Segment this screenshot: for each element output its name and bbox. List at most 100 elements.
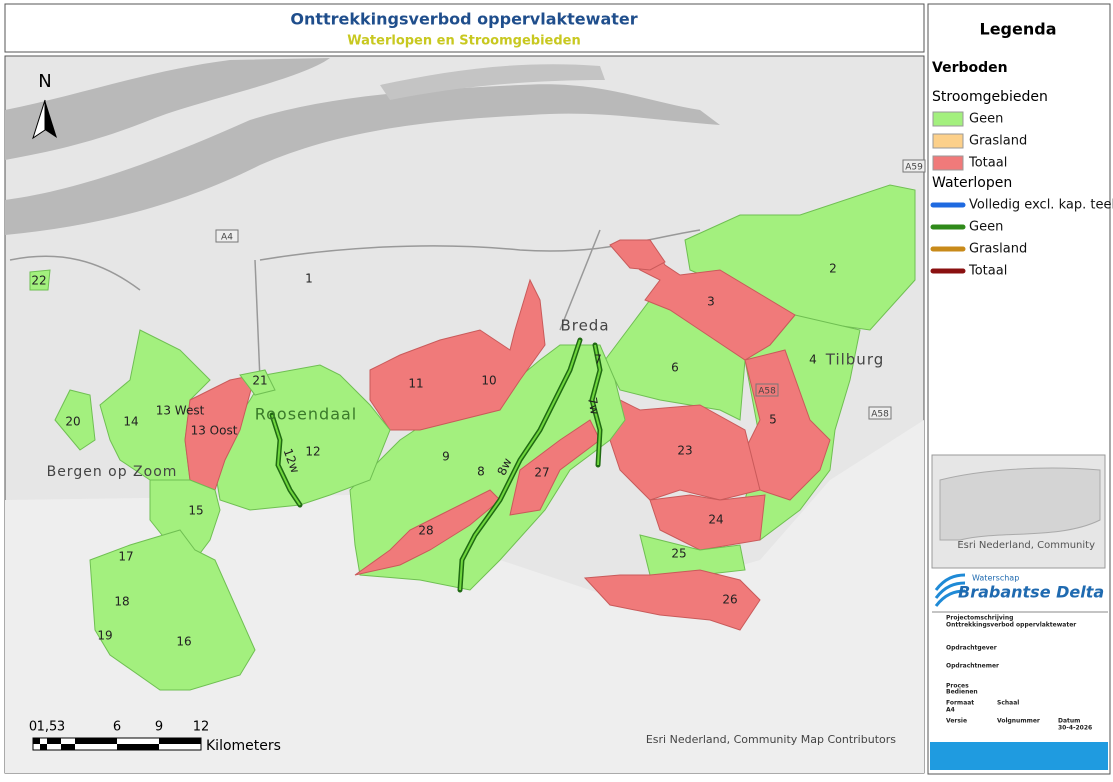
legend-patch xyxy=(932,155,964,171)
attribution: Esri Nederland, Community Map Contributo… xyxy=(646,733,896,746)
legend-item: Totaal xyxy=(968,156,1007,171)
road xyxy=(9,229,701,381)
north-arrow xyxy=(45,100,57,138)
legend-group: Stroomgebieden xyxy=(932,89,1048,105)
header-box xyxy=(4,3,925,53)
area xyxy=(29,269,51,291)
scale-label: 0 xyxy=(29,720,37,735)
area-label: 3 xyxy=(707,295,715,309)
area-label: 16 xyxy=(176,635,191,649)
info-label: Projectomschrijving xyxy=(946,615,1013,622)
scale-block xyxy=(159,738,201,744)
area xyxy=(583,569,761,631)
area xyxy=(354,489,501,576)
scale-block xyxy=(75,738,117,744)
waterway-label: 7w xyxy=(585,396,602,416)
area-label: 1 xyxy=(305,272,313,286)
place-label: Breda xyxy=(560,317,609,335)
area-label: 21 xyxy=(252,374,267,388)
road-label: A58 xyxy=(871,410,889,420)
scale-label: 1,5 xyxy=(37,720,58,735)
legend-item: Geen xyxy=(969,112,1003,127)
place-label: Tilburg xyxy=(825,351,885,369)
area-label: 8 xyxy=(477,465,485,479)
area-label: 4 xyxy=(809,353,817,367)
place-label: Bergen op Zoom xyxy=(47,464,178,480)
info-label: Versie xyxy=(946,718,967,725)
info-label: Volgnummer xyxy=(997,718,1040,725)
scale-block xyxy=(117,744,159,750)
area xyxy=(609,239,666,271)
scale-label: 3 xyxy=(57,720,65,735)
area-label: 13 West xyxy=(156,404,205,418)
area xyxy=(369,278,546,431)
subtitle: Waterlopen en Stroomgebieden xyxy=(347,34,580,49)
info-label: Schaal xyxy=(997,700,1019,707)
scale-label: 9 xyxy=(155,720,163,735)
legend-item: Grasland xyxy=(969,242,1027,257)
area-label: 11 xyxy=(408,377,423,391)
area-label: 25 xyxy=(671,547,686,561)
logo-name: Brabantse Delta xyxy=(958,583,1104,602)
area-label: 17 xyxy=(118,550,133,564)
place-label: Roosendaal xyxy=(255,405,358,424)
inset-region xyxy=(939,467,1101,541)
area-label: 7 xyxy=(594,353,602,367)
scale-block xyxy=(33,738,40,744)
scale-block xyxy=(40,744,47,750)
waterways-inner xyxy=(271,339,602,591)
river xyxy=(5,58,330,160)
legend-item: Totaal xyxy=(968,264,1007,279)
legend-title: Legenda xyxy=(980,20,1057,39)
area-label: 9 xyxy=(442,450,450,464)
road-label: A4 xyxy=(221,233,233,243)
info-label: Opdrachtgever xyxy=(946,645,997,652)
waterway-label: 8w xyxy=(495,456,515,478)
scale-block xyxy=(47,738,61,744)
legend-patch xyxy=(932,111,964,127)
area xyxy=(613,239,796,361)
legend-heading: Verboden xyxy=(932,60,1008,76)
area-label: 19 xyxy=(97,629,112,643)
south-area xyxy=(5,420,924,773)
footer-bar xyxy=(930,742,1108,770)
area-label: 26 xyxy=(722,593,737,607)
info-value: 30-4-2026 xyxy=(1058,725,1092,732)
info-label: Proces xyxy=(946,683,969,690)
area-label: 15 xyxy=(188,504,203,518)
area-label: 13 Oost xyxy=(191,424,238,438)
area xyxy=(184,374,256,491)
area-label: 20 xyxy=(65,415,80,429)
legend-item: Grasland xyxy=(969,134,1027,149)
map: N Kilometers Esri Nederland, Community M… xyxy=(4,55,926,774)
waterway xyxy=(590,344,602,466)
area-label: 18 xyxy=(114,595,129,609)
area xyxy=(509,419,601,516)
river xyxy=(5,84,720,235)
area-label: 14 xyxy=(123,415,138,429)
legend-item: Geen xyxy=(969,220,1003,235)
scale-label: 6 xyxy=(113,720,121,735)
logo-org: Waterschap xyxy=(972,574,1019,583)
legend-patch xyxy=(932,133,964,149)
area-label: 23 xyxy=(677,444,692,458)
road-label: A59 xyxy=(905,163,923,173)
info-label: Opdrachtnemer xyxy=(946,663,999,670)
info-value: Onttrekkingsverbod oppervlaktewater xyxy=(946,622,1076,629)
info-value: Bedienen xyxy=(946,689,978,696)
area-label: 24 xyxy=(708,513,723,527)
scale-bar xyxy=(32,737,202,751)
info-label: Datum xyxy=(1058,718,1080,725)
legend-group: Waterlopen xyxy=(932,175,1012,191)
area xyxy=(54,389,96,451)
area-label: 28 xyxy=(418,524,433,538)
area-label: 10 xyxy=(481,374,496,388)
legend: Stroomgebieden Geen Grasland Totaal Waterlop… xyxy=(930,89,1113,279)
area-label: 2 xyxy=(829,262,837,276)
scale-unit: Kilometers xyxy=(206,738,281,754)
legend-panel xyxy=(927,3,1111,775)
area-label: 12 xyxy=(305,445,320,459)
area-label: 6 xyxy=(671,361,679,375)
scale-block xyxy=(61,744,75,750)
